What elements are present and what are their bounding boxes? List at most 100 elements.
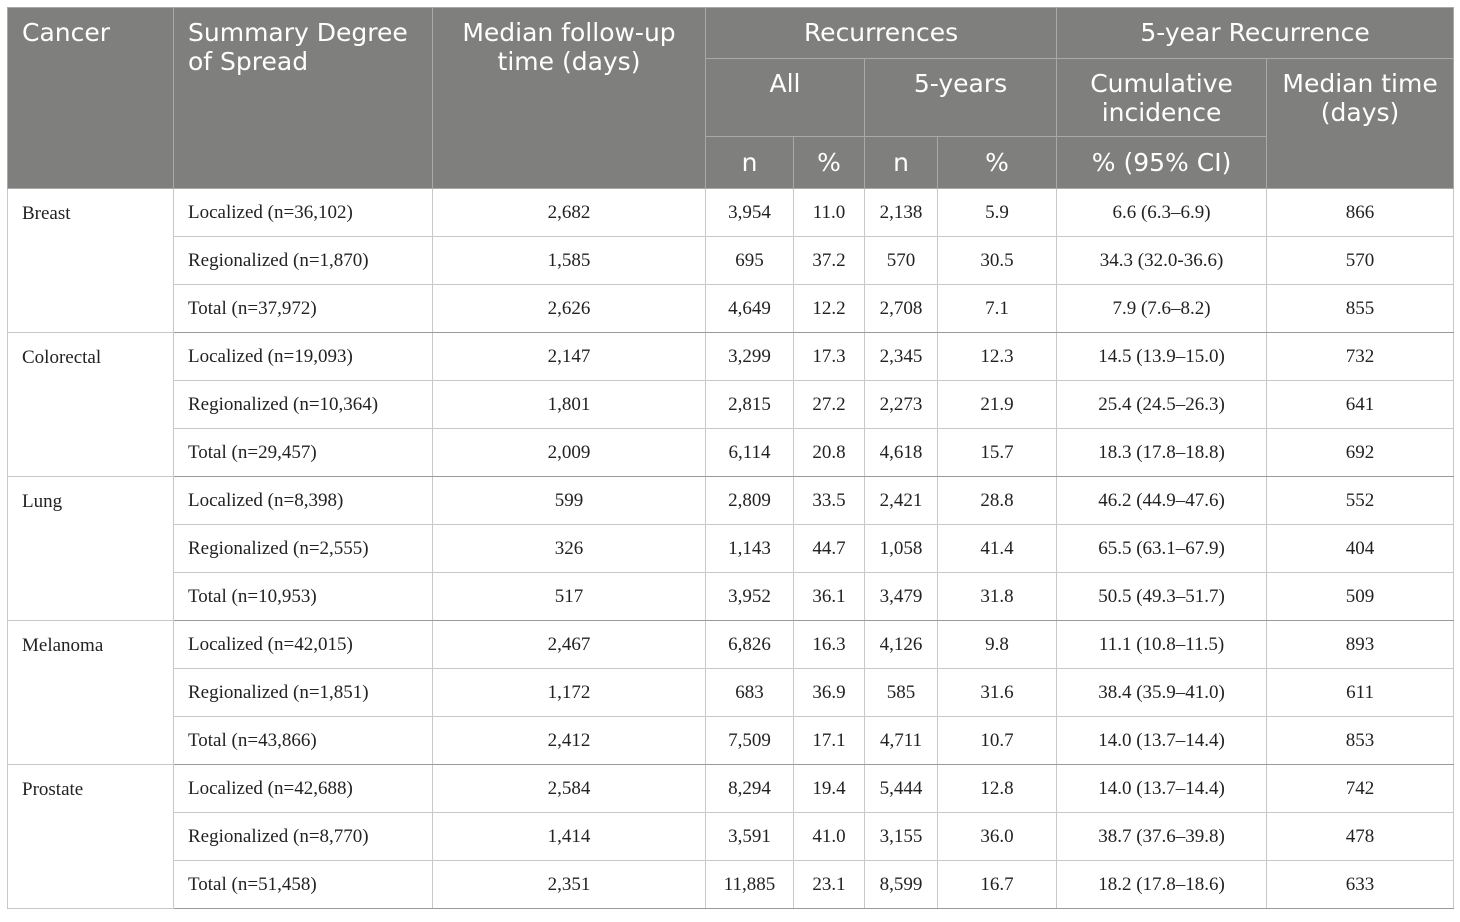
cell-all-pct: 36.9 <box>793 668 865 717</box>
cell-followup: 2,467 <box>432 620 706 669</box>
cell-ci: 50.5 (49.3–51.7) <box>1056 572 1268 621</box>
cell-all-n: 695 <box>705 236 794 285</box>
cell-five-pct: 15.7 <box>936 428 1058 477</box>
cell-five-pct: 7.1 <box>936 284 1058 333</box>
cell-spread: Total (n=10,953) <box>173 572 433 621</box>
cell-five-n: 8,599 <box>864 860 938 909</box>
cell-all-pct: 41.0 <box>793 812 865 861</box>
cell-followup: 2,682 <box>432 188 706 237</box>
cell-followup: 2,626 <box>432 284 706 333</box>
cell-ci: 14.0 (13.7–14.4) <box>1056 716 1268 765</box>
cell-all-pct: 16.3 <box>793 620 865 669</box>
cell-five-n: 4,126 <box>864 620 938 669</box>
table-row: Regionalized (n=1,870) 1,585 695 37.2 570 30.… <box>8 236 1455 285</box>
cancer-cell: Prostate <box>7 764 174 909</box>
cell-median: 633 <box>1266 860 1455 909</box>
cell-median: 866 <box>1266 188 1455 237</box>
cell-all-n: 3,952 <box>705 572 794 621</box>
cell-all-pct: 20.8 <box>793 428 865 477</box>
header-all: All <box>705 58 865 137</box>
cell-followup: 1,801 <box>432 380 706 429</box>
cell-five-pct: 30.5 <box>936 236 1058 285</box>
table-row: Total (n=51,458) 2,351 11,885 23.1 8,599 16.7… <box>8 860 1455 909</box>
cell-ci: 14.0 (13.7–14.4) <box>1056 764 1268 813</box>
cell-all-n: 7,509 <box>705 716 794 765</box>
header-cancer: Cancer <box>7 7 174 189</box>
cell-spread: Regionalized (n=1,851) <box>173 668 433 717</box>
cell-ci: 6.6 (6.3–6.9) <box>1056 188 1268 237</box>
cell-spread: Localized (n=8,398) <box>173 476 433 525</box>
cell-all-pct: 11.0 <box>793 188 865 237</box>
cell-ci: 14.5 (13.9–15.0) <box>1056 332 1268 381</box>
header-cumulative-incidence: Cumulative incidence <box>1056 58 1268 137</box>
cell-median: 641 <box>1266 380 1455 429</box>
header-five-years: 5-years <box>863 58 1058 137</box>
cell-five-pct: 41.4 <box>936 524 1058 573</box>
table-row: Colorectal Localized (n=19,093) 2,147 3,299… <box>7 332 1455 477</box>
cancer-cell: Colorectal <box>7 332 174 477</box>
cell-median: 570 <box>1266 236 1455 285</box>
cell-five-n: 2,138 <box>864 188 938 237</box>
cell-median: 478 <box>1266 812 1455 861</box>
cell-followup: 1,172 <box>432 668 706 717</box>
cell-followup: 2,009 <box>432 428 706 477</box>
cell-all-n: 2,815 <box>705 380 794 429</box>
cell-followup: 1,414 <box>432 812 706 861</box>
cell-five-pct: 16.7 <box>936 860 1058 909</box>
cell-five-n: 2,345 <box>864 332 938 381</box>
cell-five-pct: 5.9 <box>936 188 1058 237</box>
cell-median: 552 <box>1266 476 1455 525</box>
cell-all-n: 2,809 <box>705 476 794 525</box>
table-row: Total (n=37,972) 2,626 4,649 12.2 2,708 7.1 7.… <box>8 284 1455 333</box>
cell-ci: 38.4 (35.9–41.0) <box>1056 668 1268 717</box>
cell-all-pct: 33.5 <box>793 476 865 525</box>
cell-five-pct: 12.3 <box>936 332 1058 381</box>
header-ci: % (95% CI) <box>1056 136 1268 189</box>
cell-all-pct: 37.2 <box>793 236 865 285</box>
cell-spread: Localized (n=19,093) <box>173 332 433 381</box>
cell-spread: Total (n=51,458) <box>173 860 433 909</box>
cell-all-pct: 27.2 <box>793 380 865 429</box>
cell-all-n: 683 <box>705 668 794 717</box>
cell-five-n: 3,479 <box>864 572 938 621</box>
cell-five-n: 585 <box>864 668 938 717</box>
cell-five-n: 4,711 <box>864 716 938 765</box>
cell-spread: Regionalized (n=1,870) <box>173 236 433 285</box>
cancer-cell: Lung <box>7 476 174 621</box>
cell-spread: Regionalized (n=2,555) <box>173 524 433 573</box>
cell-spread: Localized (n=42,688) <box>173 764 433 813</box>
table-row: Regionalized (n=1,851) 1,172 683 36.9 585 31.… <box>8 668 1455 717</box>
cell-all-n: 3,591 <box>705 812 794 861</box>
header-five-pct: % <box>936 136 1058 189</box>
cell-five-pct: 9.8 <box>936 620 1058 669</box>
table-row: Breast Localized (n=36,102) 2,682 3,954 11.0… <box>7 188 1455 333</box>
cell-followup: 517 <box>432 572 706 621</box>
cell-ci: 34.3 (32.0-36.6) <box>1056 236 1268 285</box>
cell-five-pct: 12.8 <box>936 764 1058 813</box>
cell-ci: 65.5 (63.1–67.9) <box>1056 524 1268 573</box>
cell-spread: Localized (n=36,102) <box>173 188 433 237</box>
cell-all-pct: 12.2 <box>793 284 865 333</box>
cancer-cell: Breast <box>7 188 174 333</box>
cell-spread: Total (n=29,457) <box>173 428 433 477</box>
cell-all-n: 1,143 <box>705 524 794 573</box>
cell-five-n: 5,444 <box>864 764 938 813</box>
recurrence-table: Cancer Summary Degree of Spread Median f… <box>7 7 1455 909</box>
cell-median: 855 <box>1266 284 1455 333</box>
table-body: Breast Localized (n=36,102) 2,682 3,954 11.0… <box>7 188 1455 909</box>
table-row: Lung Localized (n=8,398) 599 2,809 33.5 2,421… <box>7 476 1455 621</box>
table-row: Total (n=29,457) 2,009 6,114 20.8 4,618 15.7 1… <box>8 428 1455 477</box>
cell-five-n: 4,618 <box>864 428 938 477</box>
cell-ci: 25.4 (24.5–26.3) <box>1056 380 1268 429</box>
cell-ci: 18.2 (17.8–18.6) <box>1056 860 1268 909</box>
cell-ci: 38.7 (37.6–39.8) <box>1056 812 1268 861</box>
header-five-year-recurrence: 5-year Recurrence <box>1056 7 1455 59</box>
cell-all-n: 6,114 <box>705 428 794 477</box>
cell-all-n: 3,954 <box>705 188 794 237</box>
cell-five-n: 2,421 <box>864 476 938 525</box>
cell-all-n: 8,294 <box>705 764 794 813</box>
cell-spread: Total (n=37,972) <box>173 284 433 333</box>
header-median-time: Median time (days) <box>1266 58 1455 189</box>
cell-followup: 599 <box>432 476 706 525</box>
cell-all-pct: 17.3 <box>793 332 865 381</box>
